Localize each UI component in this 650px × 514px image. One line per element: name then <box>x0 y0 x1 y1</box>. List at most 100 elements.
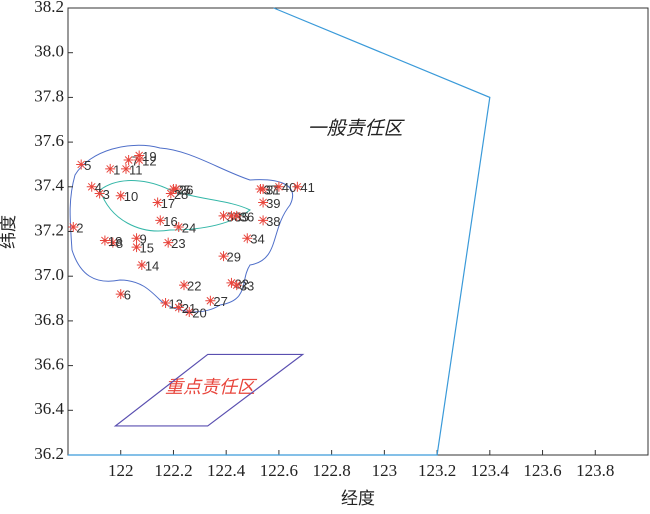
station-marker <box>173 302 184 313</box>
y-tick-label: 36.6 <box>34 355 64 374</box>
station-label: 15 <box>140 241 154 256</box>
x-tick-label: 123.6 <box>523 461 561 480</box>
y-tick-label: 38.0 <box>34 42 64 61</box>
station-label: 27 <box>213 294 227 309</box>
station-marker <box>184 306 195 317</box>
station-marker <box>242 233 253 244</box>
station-marker <box>115 190 126 201</box>
station-marker <box>99 235 110 246</box>
station-label: 31 <box>266 182 280 197</box>
region-label: 一般责任区 <box>307 117 405 139</box>
station-label: 35 <box>234 209 248 224</box>
y-tick-label: 36.8 <box>34 310 64 329</box>
station-label: 38 <box>266 214 280 229</box>
contour <box>99 180 251 232</box>
y-tick-label: 38.2 <box>34 0 64 16</box>
station-marker <box>231 210 242 221</box>
station-label: 40 <box>282 180 296 195</box>
station-marker <box>115 289 126 300</box>
station-marker <box>94 188 105 199</box>
station-marker <box>123 154 134 165</box>
station-marker <box>163 237 174 248</box>
station-marker <box>226 210 237 221</box>
station-marker <box>218 210 229 221</box>
region-boundary <box>113 353 305 427</box>
station-label: 6 <box>124 288 131 303</box>
station-label: 25 <box>176 182 190 197</box>
station-label: 33 <box>240 279 254 294</box>
station-marker <box>76 159 87 170</box>
station-marker <box>205 295 216 306</box>
y-tick-label: 37.0 <box>34 265 64 284</box>
station-label: 10 <box>124 189 138 204</box>
station-label: 7 <box>132 153 139 168</box>
station-label: 20 <box>192 305 206 320</box>
station-label: 12 <box>142 153 156 168</box>
y-tick-label: 37.2 <box>34 220 64 239</box>
station-label: 4 <box>95 180 102 195</box>
station-label: 11 <box>129 162 143 177</box>
station-marker <box>173 222 184 233</box>
station-label: 17 <box>161 196 175 211</box>
station-marker <box>258 197 269 208</box>
station-label: 24 <box>182 220 196 235</box>
x-tick-label: 122.8 <box>313 461 351 480</box>
station-marker <box>107 237 118 248</box>
station-label: 14 <box>145 258 159 273</box>
x-tick-label: 123.2 <box>418 461 456 480</box>
station-label: 3 <box>103 187 110 202</box>
station-label: 28 <box>174 187 188 202</box>
station-marker <box>179 280 189 291</box>
station-label: 18 <box>108 234 122 249</box>
station-label: 23 <box>171 236 185 251</box>
station-label: 1 <box>113 162 120 177</box>
station-marker <box>155 215 166 226</box>
y-tick-label: 36.4 <box>34 399 64 418</box>
station-label: 30 <box>227 209 241 224</box>
x-axis-label: 经度 <box>341 489 375 508</box>
y-tick-label: 36.2 <box>34 444 64 463</box>
station-label: 21 <box>182 301 196 316</box>
station-marker <box>134 150 145 161</box>
station-marker <box>218 251 229 262</box>
station-marker <box>136 260 147 271</box>
y-tick-label: 37.4 <box>34 176 64 195</box>
station-marker <box>165 188 176 199</box>
station-label: 32 <box>234 276 248 291</box>
x-tick-label: 123.8 <box>576 461 614 480</box>
station-label: 36 <box>240 209 254 224</box>
station-label: 22 <box>187 279 201 294</box>
region-label: 重点责任区 <box>165 377 258 397</box>
station-label: 37 <box>263 182 277 197</box>
x-tick-label: 122 <box>108 461 134 480</box>
station-label: 2 <box>76 220 83 235</box>
coastline <box>69 144 293 313</box>
y-axis-label: 纬度 <box>0 215 18 249</box>
station-marker <box>131 233 142 244</box>
station-marker <box>258 215 269 226</box>
station-label: 26 <box>179 182 193 197</box>
x-tick-label: 122.2 <box>154 461 192 480</box>
station-marker <box>273 181 284 192</box>
station-label: 8 <box>116 236 123 251</box>
station-label: 41 <box>300 180 314 195</box>
region-boundary <box>68 7 491 456</box>
station-label: 5 <box>84 158 91 173</box>
station-label: 34 <box>250 232 264 247</box>
station-marker <box>231 280 242 291</box>
station-marker <box>86 181 97 192</box>
station-marker <box>255 184 266 195</box>
station-marker <box>105 163 116 174</box>
x-tick-label: 123.4 <box>471 461 510 480</box>
station-marker <box>131 242 142 253</box>
station-marker <box>226 277 237 288</box>
station-marker <box>160 298 171 309</box>
station-marker <box>292 181 303 192</box>
station-marker <box>121 163 131 174</box>
y-tick-label: 37.8 <box>34 86 64 105</box>
station-marker <box>68 222 79 233</box>
x-tick-label: 122.4 <box>207 461 246 480</box>
station-label: 19 <box>142 149 156 164</box>
station-label: 16 <box>163 214 177 229</box>
